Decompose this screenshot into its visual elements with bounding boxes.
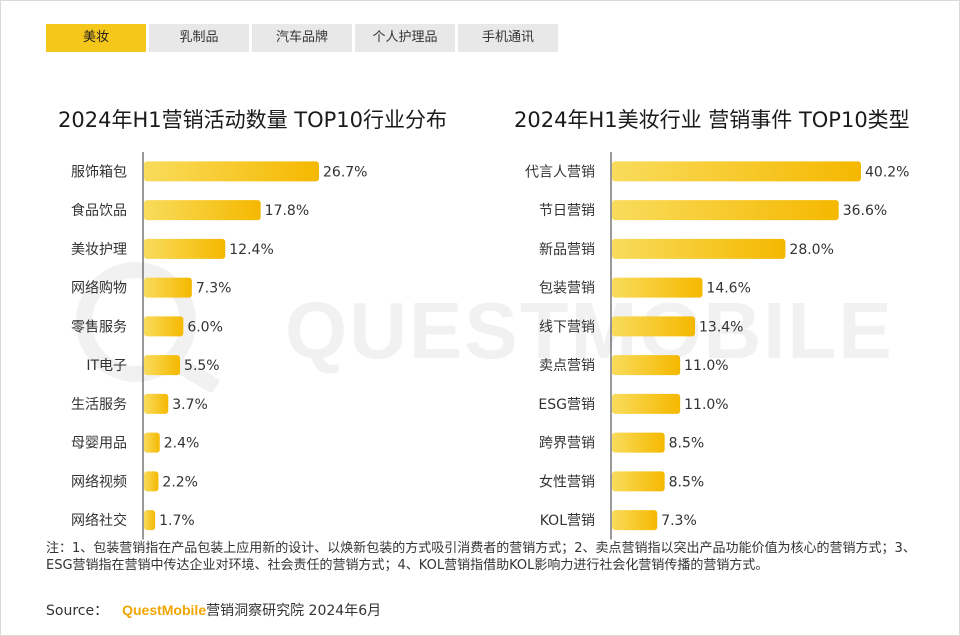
- value-label: 2.2%: [162, 474, 198, 490]
- bar: [144, 277, 192, 298]
- category-label: 网络社交: [71, 512, 127, 529]
- value-label: 5.5%: [184, 358, 220, 374]
- tab-4[interactable]: 手机通讯: [458, 24, 558, 52]
- bar: [144, 432, 160, 453]
- bar: [144, 238, 226, 259]
- bar: [612, 510, 658, 531]
- value-label: 7.3%: [196, 281, 232, 297]
- category-label: 代言人营销: [525, 164, 595, 180]
- bar: [612, 471, 665, 492]
- bar: [144, 393, 169, 414]
- bar: [612, 277, 703, 298]
- value-label: 7.3%: [661, 513, 697, 529]
- category-label: 母婴用品: [71, 436, 127, 452]
- value-label: 11.0%: [684, 358, 728, 374]
- category-label: 跨界营销: [539, 436, 595, 452]
- tab-1[interactable]: 乳制品: [149, 24, 249, 52]
- footnote: 注：1、包装营销指在产品包装上应用新的设计、以焕新包装的方式吸引消费者的营销方式…: [46, 541, 916, 573]
- category-label: 卖点营销: [539, 358, 595, 374]
- bar: [612, 432, 665, 453]
- category-label: 美妆护理: [71, 242, 127, 258]
- tab-3[interactable]: 个人护理品: [355, 24, 455, 52]
- value-label: 13.4%: [699, 319, 743, 335]
- category-label: IT电子: [86, 358, 127, 374]
- value-label: 26.7%: [323, 164, 367, 180]
- category-label: 新品营销: [539, 242, 595, 258]
- bar: [612, 200, 839, 221]
- category-label: 食品饮品: [71, 202, 127, 219]
- bar: [144, 200, 261, 221]
- value-label: 14.6%: [706, 281, 750, 297]
- value-label: 2.4%: [164, 436, 200, 452]
- source-text: 营销洞察研究院 2024年6月: [206, 603, 382, 619]
- bar: [144, 316, 184, 337]
- value-label: 40.2%: [865, 164, 909, 180]
- category-label: 零售服务: [71, 319, 127, 335]
- category-label: 网络购物: [71, 281, 127, 297]
- bar: [612, 161, 861, 182]
- bar: [144, 355, 181, 376]
- bar: [612, 393, 681, 414]
- value-label: 1.7%: [159, 513, 195, 529]
- value-label: 11.0%: [684, 397, 728, 413]
- category-label: 生活服务: [71, 397, 127, 413]
- category-label: ESG营销: [538, 397, 595, 413]
- value-label: 12.4%: [229, 242, 273, 258]
- bar: [612, 355, 681, 376]
- bar: [144, 471, 159, 492]
- value-label: 8.5%: [669, 474, 705, 490]
- bar: [144, 510, 156, 531]
- source-label: Source：: [46, 603, 109, 619]
- left-chart: 服饰箱包 26.7% 食品饮品 17.8% 美妆护理 12.4% 网络购物 7.3% 零售服务 6…: [71, 152, 367, 540]
- value-label: 3.7%: [172, 397, 208, 413]
- value-label: 17.8%: [265, 203, 309, 219]
- category-label: 服饰箱包: [71, 164, 127, 180]
- category-label: KOL营销: [540, 513, 595, 529]
- tab-0[interactable]: 美妆: [46, 24, 146, 52]
- value-label: 36.6%: [843, 203, 887, 219]
- category-label: 线下营销: [539, 319, 595, 335]
- category-label: 网络视频: [71, 474, 127, 490]
- category-label: 节日营销: [539, 203, 595, 219]
- bar-charts: 服饰箱包 26.7% 食品饮品 17.8% 美妆护理 12.4% 网络购物 7.3% 零售服务 6…: [71, 152, 909, 540]
- watermark-text: QUESTMOBILE: [285, 286, 894, 375]
- bar: [612, 316, 695, 337]
- tab-2[interactable]: 汽车品牌: [252, 24, 352, 52]
- right-chart: 代言人营销 40.2% 节日营销 36.6% 新品营销 28.0% 包装营销 14.6% 线下营…: [525, 152, 909, 540]
- value-label: 28.0%: [789, 242, 833, 258]
- source-line: Source： QuestMobile营销洞察研究院 2024年6月: [46, 600, 381, 620]
- bar: [144, 161, 319, 182]
- value-label: 6.0%: [187, 319, 223, 335]
- left-chart-title: 2024年H1营销活动数量 TOP10行业分布: [58, 108, 448, 132]
- source-brand: QuestMobile: [122, 602, 207, 618]
- industry-tabs: 美妆 乳制品 汽车品牌 个人护理品 手机通讯: [46, 24, 561, 52]
- right-chart-title: 2024年H1美妆行业 营销事件 TOP10类型: [514, 108, 910, 132]
- category-label: 包装营销: [539, 281, 595, 297]
- category-label: 女性营销: [539, 473, 595, 490]
- value-label: 8.5%: [669, 436, 705, 452]
- bar: [612, 238, 786, 259]
